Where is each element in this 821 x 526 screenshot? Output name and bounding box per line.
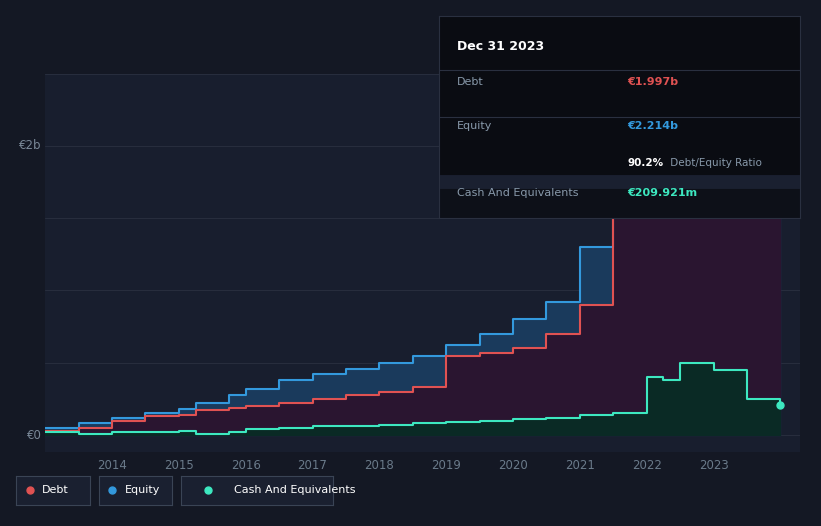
- Text: €209.921m: €209.921m: [627, 188, 697, 198]
- Text: Debt: Debt: [457, 77, 484, 87]
- Text: €2.214b: €2.214b: [627, 121, 678, 131]
- Text: €0: €0: [26, 429, 41, 441]
- Text: Cash And Equivalents: Cash And Equivalents: [234, 485, 355, 495]
- Text: Cash And Equivalents: Cash And Equivalents: [457, 188, 579, 198]
- Text: €2b: €2b: [19, 139, 41, 153]
- Text: 90.2%: 90.2%: [627, 158, 663, 168]
- Text: Equity: Equity: [125, 485, 160, 495]
- Text: Equity: Equity: [457, 121, 493, 131]
- Text: Debt: Debt: [43, 485, 69, 495]
- Text: €1.997b: €1.997b: [627, 77, 678, 87]
- FancyBboxPatch shape: [439, 182, 800, 218]
- Text: Dec 31 2023: Dec 31 2023: [457, 40, 544, 53]
- Text: Debt/Equity Ratio: Debt/Equity Ratio: [667, 158, 762, 168]
